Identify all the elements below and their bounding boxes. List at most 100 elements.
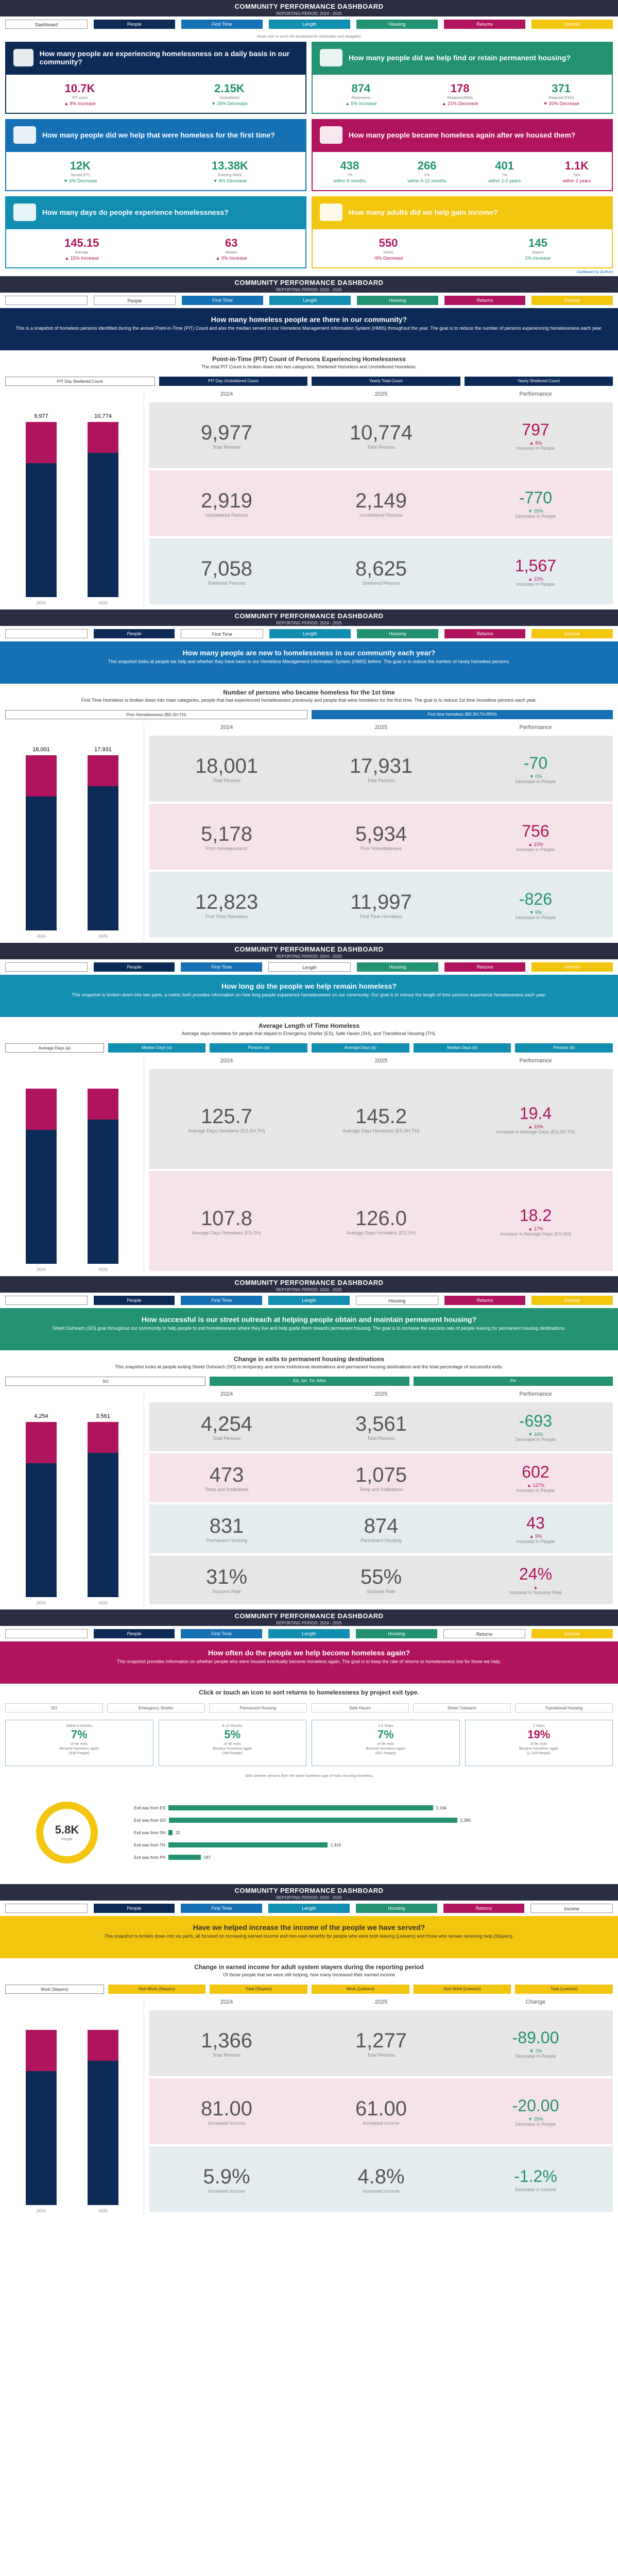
- nav-housing[interactable]: Housing: [356, 629, 438, 638]
- nav-first-time[interactable]: First Time: [181, 1904, 263, 1913]
- return-tile[interactable]: Within 6 Months 7% of 6K exits Became homel…: [5, 1720, 153, 1766]
- nav-length[interactable]: Length: [268, 1904, 350, 1913]
- return-tile[interactable]: 6-12 Months 5% of 6K exits Became homeless …: [158, 1720, 306, 1766]
- nav-first-time[interactable]: First Time: [181, 1296, 263, 1305]
- exit-bar-row[interactable]: Exit was from SO 2,390: [129, 1814, 613, 1826]
- nav-dashboard[interactable]: Dashboard: [5, 1296, 88, 1305]
- bar-segment[interactable]: [88, 2030, 118, 2061]
- filter-button[interactable]: Yearly Sheltered Count: [464, 377, 613, 386]
- nav-people[interactable]: People: [93, 1904, 175, 1913]
- table-row[interactable]: 12,823 First Time Homeless 11,997 First Tim…: [149, 872, 613, 938]
- tile-days-homeless[interactable]: How many days do people experience homel…: [5, 196, 306, 268]
- nav-people[interactable]: People: [93, 1629, 175, 1638]
- nav-income[interactable]: Income: [530, 1904, 613, 1913]
- table-row[interactable]: 81.00 Increased Income 61.00 Increased Inco…: [149, 2078, 613, 2144]
- filter-button[interactable]: Average Days (b): [312, 1043, 409, 1053]
- exit-type-button[interactable]: SO: [5, 1703, 103, 1713]
- nav-people[interactable]: People: [93, 962, 175, 972]
- table-row[interactable]: 107.8 Average Days Homeless (ES,SH) 126.0 A…: [149, 1171, 613, 1271]
- table-row[interactable]: 4,254 Total Persons 3,561 Total Persons -693…: [149, 1402, 613, 1451]
- nav-people[interactable]: People: [94, 20, 175, 29]
- exit-type-button[interactable]: Safe Haven: [311, 1703, 409, 1713]
- table-row[interactable]: 5.9% Increased Income 4.8% Increased Income…: [149, 2146, 613, 2212]
- bar-segment[interactable]: [26, 1089, 57, 1130]
- nav-dashboard[interactable]: Dashboard: [5, 20, 88, 29]
- bar-segment[interactable]: [26, 1422, 57, 1463]
- nav-length[interactable]: Length: [268, 1296, 350, 1305]
- nav-length[interactable]: Length: [268, 1629, 350, 1638]
- nav-first-time[interactable]: First Time: [181, 962, 263, 972]
- nav-housing[interactable]: Housing: [356, 962, 438, 972]
- filter-button[interactable]: Work (Leavers): [312, 1985, 409, 1994]
- bar-segment[interactable]: [88, 1422, 118, 1453]
- bar-segment[interactable]: [88, 1089, 118, 1120]
- tile-daily-homeless[interactable]: How many people are experiencing homeles…: [5, 42, 306, 114]
- filter-button[interactable]: Persons (b): [515, 1043, 613, 1053]
- filter-button[interactable]: Total (Leavers): [515, 1985, 613, 1994]
- exit-type-button[interactable]: Emergency Shelter: [107, 1703, 205, 1713]
- nav-length[interactable]: Length: [269, 629, 351, 638]
- nav-income[interactable]: Income: [531, 629, 613, 638]
- table-row[interactable]: 18,001 Total Persons 17,931 Total Persons -7…: [149, 736, 613, 802]
- nav-dashboard[interactable]: Dashboard: [5, 1629, 88, 1638]
- filter-button[interactable]: Median Days (a): [108, 1043, 206, 1053]
- nav-dashboard[interactable]: Dashboard: [5, 296, 88, 305]
- exit-bar-row[interactable]: Exit was from PH 267: [129, 1851, 613, 1863]
- table-row[interactable]: 2,919 Unsheltered Persons 2,149 Unsheltered…: [149, 470, 613, 536]
- nav-people[interactable]: People: [93, 629, 175, 638]
- nav-returns[interactable]: Returns: [443, 1629, 526, 1638]
- exit-type-button[interactable]: Transitional Housing: [515, 1703, 613, 1713]
- table-row[interactable]: 31% Success Rate 55% Success Rate 24% ▲ Increa…: [149, 1555, 613, 1604]
- filter-button[interactable]: ES, SH, TH, RRH: [210, 1377, 409, 1386]
- nav-returns[interactable]: Returns: [444, 962, 526, 972]
- nav-length[interactable]: Length: [269, 296, 351, 305]
- filter-button[interactable]: Work (Stayers): [5, 1985, 104, 1994]
- filter-button[interactable]: Median Days (b): [413, 1043, 511, 1053]
- exit-bar-row[interactable]: Exit was from ES 2,194: [129, 1802, 613, 1814]
- nav-returns[interactable]: Returns: [444, 629, 526, 638]
- nav-income[interactable]: Income: [531, 296, 613, 305]
- nav-returns[interactable]: Returns: [443, 1904, 525, 1913]
- table-row[interactable]: 1,366 Total Persons 1,277 Total Persons -89.…: [149, 2010, 613, 2076]
- tile-housing[interactable]: How many people did we help find or reta…: [312, 42, 613, 114]
- nav-returns[interactable]: Returns: [444, 296, 526, 305]
- nav-housing[interactable]: Housing: [356, 20, 438, 29]
- tile-first-time[interactable]: How many people did we help that were ho…: [5, 119, 306, 191]
- filter-button[interactable]: Persons (a): [210, 1043, 308, 1053]
- bar-segment[interactable]: [88, 755, 118, 786]
- filter-button[interactable]: Non-Work (Stayers): [108, 1985, 206, 1994]
- nav-housing[interactable]: Housing: [355, 1629, 437, 1638]
- filter-button[interactable]: PH: [413, 1377, 613, 1386]
- table-row[interactable]: 473 Temp and Institutions 1,075 Temp and In…: [149, 1453, 613, 1502]
- nav-length[interactable]: Length: [268, 962, 351, 972]
- nav-returns[interactable]: Returns: [444, 20, 525, 29]
- nav-first-time[interactable]: First Time: [181, 20, 263, 29]
- filter-button[interactable]: PIT Day Sheltered Count: [5, 377, 155, 386]
- bar-segment[interactable]: [26, 422, 57, 463]
- nav-dashboard[interactable]: Dashboard: [5, 629, 88, 638]
- bar-segment[interactable]: [26, 2030, 57, 2071]
- nav-housing[interactable]: Housing: [355, 1904, 437, 1913]
- exit-type-button[interactable]: Street Outreach: [413, 1703, 511, 1713]
- table-row[interactable]: 5,178 Prior Homelessness 5,934 Prior Homele…: [149, 804, 613, 870]
- return-tile[interactable]: 2 Years 19% of 6K exits Became homeless aga…: [465, 1720, 613, 1766]
- filter-button[interactable]: Yearly Total Count: [312, 377, 460, 386]
- table-row[interactable]: 9,977 Total Persons 10,774 Total Persons 797…: [149, 402, 613, 468]
- filter-button[interactable]: Average Days (a): [5, 1043, 104, 1053]
- exit-bar-row[interactable]: Exit was from SH 32: [129, 1826, 613, 1839]
- table-row[interactable]: 831 Permanent Housing 874 Permanent Housing…: [149, 1504, 613, 1553]
- return-tile[interactable]: 1-2 Years 7% of 6K exits Became homeless ag…: [312, 1720, 460, 1766]
- nav-people[interactable]: People: [93, 1296, 175, 1305]
- exit-bar-row[interactable]: Exit was from TH 1,319: [129, 1839, 613, 1851]
- nav-income[interactable]: Income: [531, 962, 613, 972]
- exit-type-button[interactable]: Permanent Housing: [209, 1703, 307, 1713]
- filter-button[interactable]: Prior Homelessness (BD,SH,TH): [5, 710, 307, 719]
- tile-income[interactable]: How many adults did we help gain income?…: [312, 196, 613, 268]
- dashboard-credit[interactable]: Dashboard by [Author]: [576, 270, 613, 274]
- nav-housing[interactable]: Housing: [355, 1296, 438, 1305]
- nav-income[interactable]: Income: [531, 1296, 613, 1305]
- nav-first-time[interactable]: First Time: [181, 1629, 263, 1638]
- tile-returns[interactable]: How many people became homeless again af…: [312, 119, 613, 191]
- table-row[interactable]: 7,058 Sheltered Persons 8,625 Sheltered Per…: [149, 538, 613, 604]
- nav-returns[interactable]: Returns: [444, 1296, 526, 1305]
